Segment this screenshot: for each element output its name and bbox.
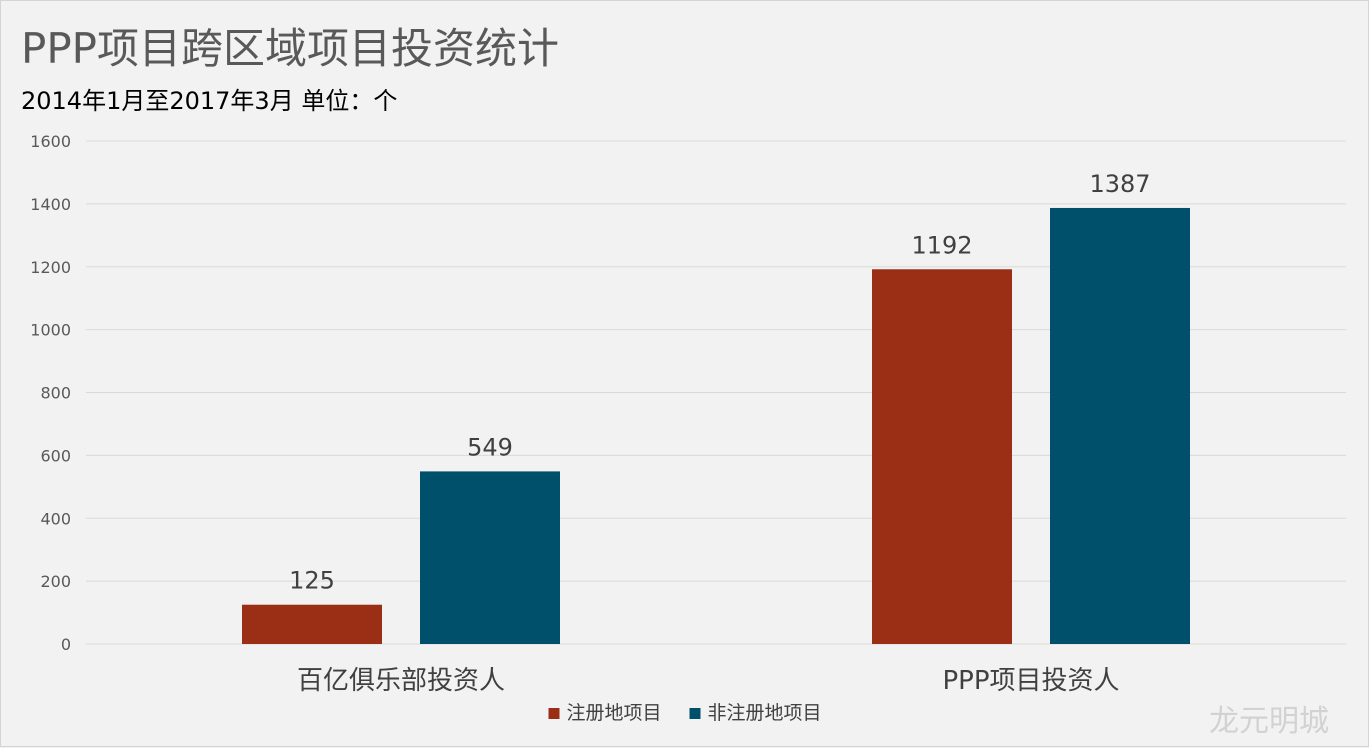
watermark-text: 龙元明城 [1209, 704, 1329, 739]
y-tick-label: 400 [40, 509, 71, 528]
y-tick-label: 200 [40, 572, 71, 591]
data-label: 1192 [911, 231, 972, 259]
category-label: 百亿俱乐部投资人 [297, 666, 505, 696]
y-tick-label: 1200 [30, 258, 71, 277]
bar-non-registered [420, 471, 560, 644]
y-tick-label: 800 [40, 384, 71, 403]
y-tick-label: 0 [61, 635, 71, 654]
category-labels: 百亿俱乐部投资人 PPP项目投资人 [297, 666, 1120, 696]
category-label: PPP项目投资人 [942, 666, 1119, 696]
data-label: 549 [467, 433, 513, 461]
chart-title: PPP项目跨区域项目投资统计 [21, 24, 559, 73]
legend-swatch [548, 708, 560, 719]
data-labels: 125 549 1192 1387 [289, 170, 1150, 595]
y-tick-label: 1600 [30, 132, 71, 151]
y-tick-label: 1000 [30, 321, 71, 340]
legend: 注册地项目 非注册地项目 [548, 702, 822, 724]
legend-label: 注册地项目 [567, 702, 662, 724]
chart-subtitle: 2014年1月至2017年3月 单位：个 [21, 87, 398, 115]
legend-label: 非注册地项目 [708, 702, 822, 724]
y-axis-ticks: 0 200 400 600 800 1000 1200 1400 1600 [30, 132, 71, 654]
bar-registered [242, 604, 382, 644]
data-label: 1387 [1089, 170, 1150, 198]
legend-swatch [689, 708, 701, 719]
bar-registered [872, 269, 1012, 644]
y-tick-label: 1400 [30, 195, 71, 214]
data-label: 125 [289, 567, 335, 595]
y-tick-label: 600 [40, 446, 71, 465]
bar-non-registered [1050, 207, 1190, 645]
bars [242, 207, 1190, 645]
